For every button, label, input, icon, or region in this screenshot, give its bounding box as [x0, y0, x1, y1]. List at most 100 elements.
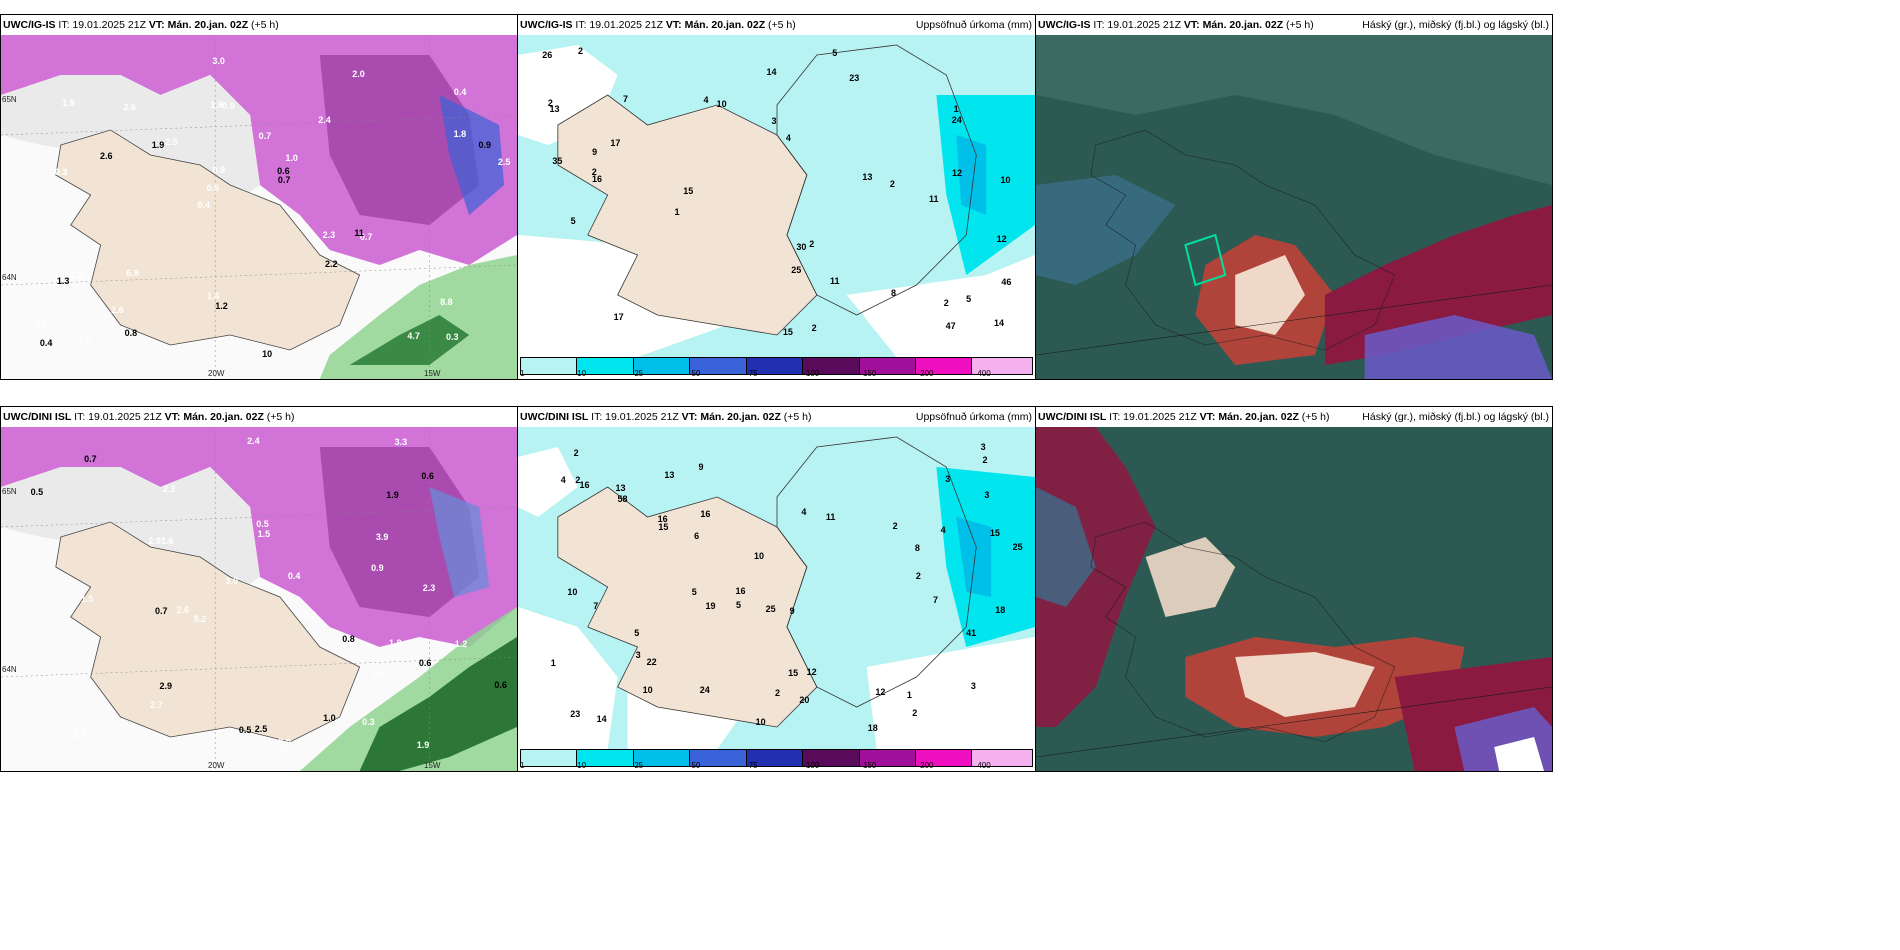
value-label: 0.3 [445, 331, 459, 342]
map-canvas [1, 35, 517, 379]
value-label: 2 [573, 448, 579, 459]
value-label: 2.3 [322, 230, 336, 241]
map-cloud-cover [1036, 35, 1552, 379]
value-label: 15 [658, 522, 669, 533]
lat-label: 65N [2, 487, 17, 496]
value-label: 10 [755, 717, 766, 728]
value-label: 3.9 [375, 531, 389, 542]
field-title: Uppsöfnuð úrkoma (mm) [915, 411, 1032, 423]
value-label: 5 [832, 48, 838, 59]
value-label: 41 [966, 628, 977, 639]
lat-label: 64N [2, 665, 17, 674]
value-label: 16 [700, 509, 711, 520]
value-label: 3.0 [225, 575, 239, 586]
value-label: 13 [615, 483, 626, 494]
lon-label: 20W [208, 369, 225, 378]
value-label: 0.5 [206, 182, 220, 193]
value-label: 4 [560, 474, 566, 485]
lon-label: 20W [208, 761, 225, 770]
panel-dini-precip-type: UWC/DINI ISL IT: 19.01.2025 21Z VT: Mán.… [0, 406, 518, 772]
value-label: 16 [657, 514, 668, 525]
value-label: 5 [966, 294, 972, 305]
colorbar-tick-label: 10 [577, 761, 587, 770]
value-label: 8 [914, 542, 920, 553]
value-label: 1.9 [372, 668, 385, 679]
value-label: 2 [775, 688, 781, 699]
value-label: 17 [610, 138, 621, 149]
value-label: 35 [552, 156, 563, 167]
panel-header: UWC/IG-IS IT: 19.01.2025 21Z VT: Mán. 20… [1036, 15, 1552, 35]
value-label: 2.6 [99, 150, 113, 161]
value-label: 3 [970, 680, 976, 691]
field-title: Uppsöfnuð úrkoma (mm) [915, 19, 1032, 31]
map-precip-type: 20W 15W 65N 64N 0.4 0.3 3.3 1.6 2.2 2.4 1.2 3.0… [1, 427, 517, 771]
value-label: 0.6 [421, 470, 434, 481]
map-canvas [1036, 35, 1552, 379]
value-label: 11 [929, 193, 939, 204]
map-precip-type: 20W 15W 65N 64N 0.3 0.3 0.4 0.4 2.4 2.3 1.9 0.7… [1, 35, 517, 379]
value-label: 2.5 [497, 156, 511, 167]
value-label: 18 [995, 605, 1006, 616]
value-label: 0.4 [197, 200, 210, 211]
value-label: 18 [867, 722, 878, 733]
value-label: 3.0 [212, 55, 225, 66]
valid-time: VT: Mán. 20.jan. 02Z [1199, 411, 1299, 423]
value-label: 2.6 [176, 605, 190, 616]
value-label: 0.7 [258, 131, 272, 142]
value-label: 0.4 [287, 570, 301, 581]
value-label: 2.3 [422, 583, 436, 594]
map-canvas [1036, 427, 1552, 771]
value-label: 15 [788, 668, 799, 679]
value-label: 0.5 [238, 725, 252, 736]
value-label: 3 [635, 650, 641, 661]
panel-header: UWC/DINI ISL IT: 19.01.2025 21Z VT: Mán.… [1036, 407, 1552, 427]
colorbar-tick-label: 1 [520, 761, 525, 770]
value-label: 5 [570, 215, 576, 226]
value-label: 1.0 [323, 713, 336, 724]
value-label: 46 [1001, 276, 1012, 287]
value-label: 12 [996, 234, 1007, 245]
value-label: 0.6 [418, 658, 432, 669]
value-label: 11 [830, 276, 840, 287]
value-label: 2.2 [163, 484, 176, 495]
value-label: 0.7 [359, 232, 373, 243]
value-label: 2.0 [352, 68, 365, 79]
colorbar-tick-label: 150 [862, 761, 877, 770]
init-time: IT: 19.01.2025 21Z [71, 411, 165, 423]
value-label: 5 [634, 628, 640, 639]
panel-igis-cloud-cover: UWC/IG-IS IT: 19.01.2025 21Z VT: Mán. 20… [1035, 14, 1553, 380]
panel-dini-cloud-cover: UWC/DINI ISL IT: 19.01.2025 21Z VT: Mán.… [1035, 406, 1553, 772]
value-label: 0.6 [277, 165, 290, 176]
value-label: 2.3 [78, 336, 92, 347]
value-label: 4.7 [407, 331, 420, 342]
value-label: 3 [945, 474, 951, 485]
value-label: 0.4 [453, 86, 467, 97]
value-label: 2 [575, 475, 581, 486]
value-label: 6.9 [126, 268, 139, 279]
valid-time: VT: Mán. 20.jan. 02Z [665, 19, 766, 31]
value-label: 2.7 [150, 699, 163, 710]
value-label: 2 [547, 97, 553, 108]
colorbar-swatch [971, 749, 1033, 767]
forecast-offset: (+5 h) [765, 19, 796, 31]
value-label: 1 [906, 690, 912, 701]
value-label: 10 [262, 348, 273, 359]
value-label: 3.3 [394, 437, 408, 448]
forecast-offset: (+5 h) [263, 411, 295, 423]
lon-label: 15W [424, 761, 441, 770]
lat-label: 65N [2, 95, 17, 104]
value-label: 1.3 [56, 276, 70, 287]
valid-time: VT: Mán. 20.jan. 02Z [164, 411, 264, 423]
value-label: 14 [596, 714, 607, 725]
map-canvas [518, 427, 1035, 749]
value-label: 7 [622, 93, 628, 104]
colorbar-swatch [971, 357, 1033, 375]
value-label: 20 [799, 695, 810, 706]
value-label: 3.0 [278, 736, 291, 747]
value-label: 15 [683, 186, 694, 197]
value-label: 1.8 [453, 129, 467, 140]
value-label: 2.4 [247, 435, 260, 446]
panel-header: UWC/IG-IS IT: 19.01.2025 21Z VT: Mán. 20… [518, 15, 1035, 35]
value-label: 11 [278, 744, 288, 755]
value-label: 2.6 [111, 304, 124, 315]
